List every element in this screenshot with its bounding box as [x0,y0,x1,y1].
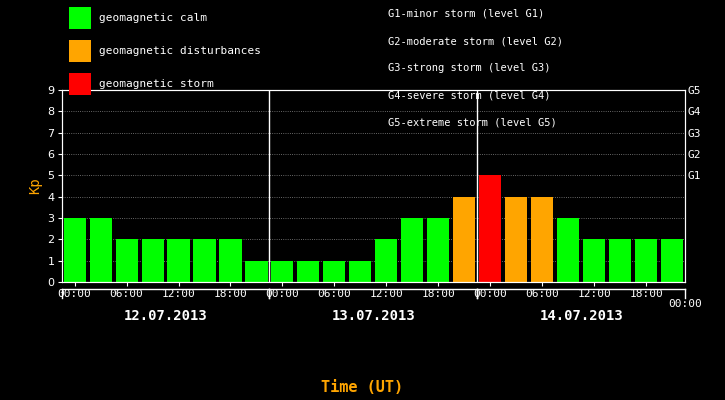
Bar [64,218,86,282]
Bar [558,218,579,282]
Text: geomagnetic disturbances: geomagnetic disturbances [99,46,261,56]
Text: G1-minor storm (level G1): G1-minor storm (level G1) [388,9,544,19]
Bar [297,261,320,282]
Text: G2-moderate storm (level G2): G2-moderate storm (level G2) [388,36,563,46]
Bar [246,261,268,282]
Text: Time (UT): Time (UT) [321,380,404,396]
Text: geomagnetic calm: geomagnetic calm [99,13,207,23]
Text: 14.07.2013: 14.07.2013 [539,309,623,323]
Bar [376,239,397,282]
Bar [220,239,241,282]
Bar [635,239,657,282]
Bar [402,218,423,282]
Bar [323,261,345,282]
Text: geomagnetic storm: geomagnetic storm [99,80,214,90]
Bar [349,261,371,282]
Bar [90,218,112,282]
Text: G4-severe storm (level G4): G4-severe storm (level G4) [388,91,550,101]
Bar [141,239,164,282]
Y-axis label: Kp: Kp [28,178,42,194]
Bar [167,239,189,282]
Text: 00:00: 00:00 [668,299,702,309]
Text: 12.07.2013: 12.07.2013 [124,309,207,323]
Bar [427,218,450,282]
Bar [609,239,631,282]
Bar [453,197,476,282]
Bar [271,261,294,282]
Bar [115,239,138,282]
Text: G5-extreme storm (level G5): G5-extreme storm (level G5) [388,118,557,128]
Text: 13.07.2013: 13.07.2013 [331,309,415,323]
Bar [531,197,553,282]
Bar [194,239,215,282]
Text: G3-strong storm (level G3): G3-strong storm (level G3) [388,64,550,74]
Bar [479,175,501,282]
Bar [661,239,683,282]
Bar [505,197,527,282]
Bar [583,239,605,282]
